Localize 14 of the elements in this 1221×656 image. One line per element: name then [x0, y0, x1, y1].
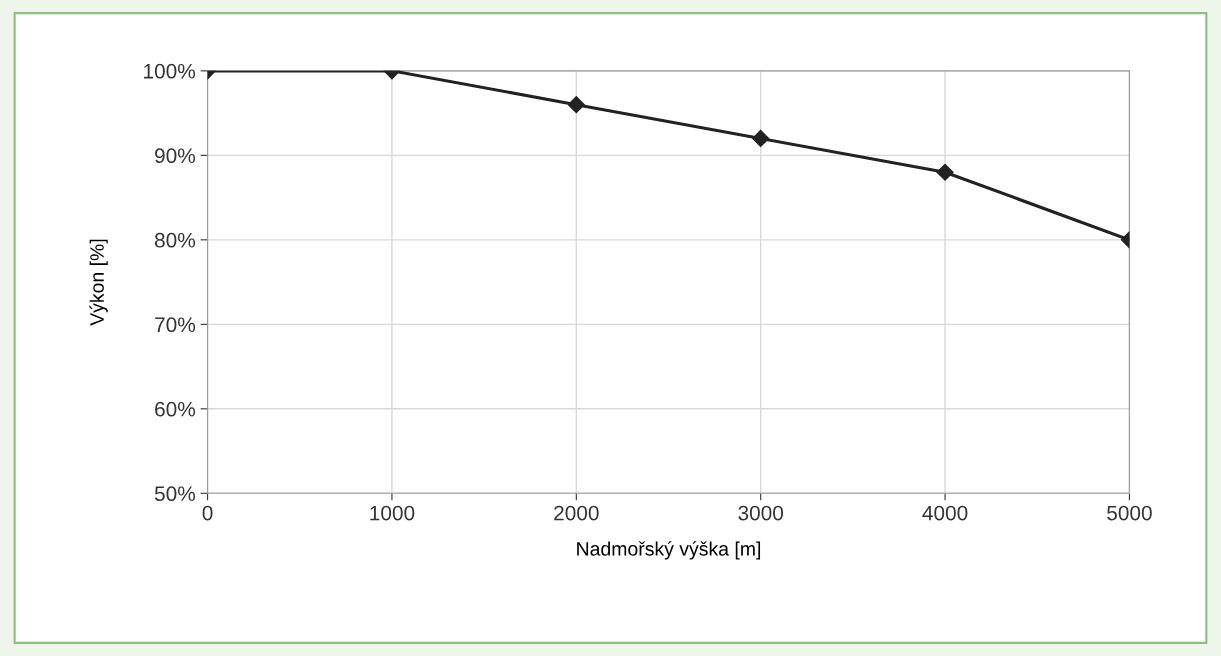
x-tick-label: 0: [202, 505, 213, 521]
y-tick-label: 90%: [155, 148, 196, 164]
x-tick-label: 3000: [738, 505, 784, 521]
x-tick-label: 2000: [554, 505, 599, 521]
x-tick-label: 5000: [1107, 505, 1152, 521]
y-tick-label: 80%: [154, 232, 196, 248]
y-tick-label: 100%: [144, 63, 196, 79]
x-tick-label: 1000: [370, 505, 415, 521]
y-tick-label: 60%: [155, 401, 196, 417]
x-tick-label: 4000: [922, 505, 968, 521]
y-tick-label: 50%: [154, 486, 196, 502]
y-axis-title: Výkon [%]: [89, 239, 108, 326]
x-axis-title: Nadmořský výška [m]: [577, 541, 761, 560]
y-tick-label: 70%: [155, 317, 196, 333]
